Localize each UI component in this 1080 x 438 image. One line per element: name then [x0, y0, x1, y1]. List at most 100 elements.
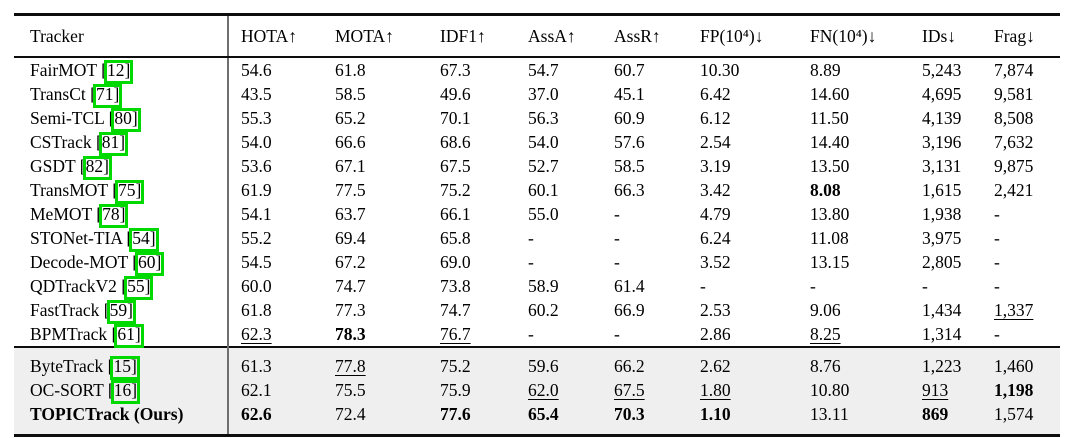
- citation-number: 75]: [118, 180, 142, 200]
- cell-fn: 11.50: [810, 108, 849, 128]
- table-row: BPMTrack [61] 62.3 78.3 76.7 - - 2.86 8.…: [14, 322, 1060, 348]
- tracker-name: QDTrackV2: [30, 276, 117, 296]
- cell-ids: 3,975: [922, 228, 962, 248]
- cell-ids: 1,615: [922, 180, 962, 200]
- cell-fp: 6.24: [700, 228, 731, 248]
- cell-frag: 1,574: [982, 402, 1060, 436]
- tracker-name: STONet-TIA: [30, 228, 123, 248]
- cell-ids: 4,139: [922, 108, 962, 128]
- cell-assa: 60.2: [528, 300, 559, 320]
- cell-mota: 65.2: [335, 108, 366, 128]
- cell-idf1: 77.6: [428, 402, 516, 436]
- cell-fn: 13.80: [810, 204, 850, 224]
- tracker-cell: ByteTrack [15]: [14, 346, 228, 380]
- cell-assa: 37.0: [528, 84, 559, 104]
- cell-assr: 60.7: [614, 60, 645, 80]
- cell-hota: 53.6: [227, 154, 323, 178]
- citation-number: 15]: [113, 356, 137, 376]
- cell-assr: 66.9: [614, 300, 645, 320]
- table-header: Tracker HOTA↑ MOTA↑ IDF1↑ AssA↑ AssR↑ FP…: [14, 14, 1060, 58]
- cell-assa: 54.0: [528, 132, 559, 152]
- citation-link[interactable]: [71]: [90, 84, 123, 108]
- tracker-cell: FairMOT [12]: [14, 57, 228, 84]
- cell-fn: 10.80: [798, 378, 910, 402]
- cell-ids: 3,131: [922, 156, 962, 176]
- cell-idf1: 65.8: [440, 228, 471, 248]
- cell-frag: -: [994, 324, 1000, 344]
- cell-assa: -: [528, 252, 534, 272]
- cell-assr: -: [614, 324, 620, 344]
- cell-assa: -: [528, 324, 534, 344]
- cell-fp: -: [700, 276, 706, 296]
- cell-fn: 8.25: [810, 324, 841, 344]
- table-row: FastTrack [59] 61.8 77.3 74.7 60.2 66.9 …: [14, 298, 1060, 324]
- citation-link[interactable]: [15]: [108, 356, 140, 380]
- citation-link[interactable]: [78]: [96, 204, 129, 228]
- results-table-container: Tracker HOTA↑ MOTA↑ IDF1↑ AssA↑ AssR↑ FP…: [14, 13, 1060, 437]
- cell-mota: 69.4: [335, 228, 366, 248]
- cell-frag: -: [994, 228, 1000, 248]
- tracker-cell: STONet-TIA [54]: [14, 226, 228, 252]
- citation-link[interactable]: [61]: [112, 324, 144, 348]
- cell-hota: 43.5: [227, 82, 323, 106]
- cell-frag: 1,198: [982, 378, 1060, 402]
- cell-frag: 8,508: [994, 108, 1034, 128]
- cell-idf1: 69.0: [440, 252, 471, 272]
- column-header-idf1: IDF1↑: [428, 14, 516, 58]
- tracker-cell: TransCt [71]: [14, 82, 228, 108]
- citation-link[interactable]: [82]: [80, 156, 112, 180]
- citation-link[interactable]: [54]: [126, 228, 159, 252]
- citation-number: 12]: [106, 60, 131, 80]
- cell-assa: 60.1: [528, 180, 559, 200]
- tracker-cell: QDTrackV2 [55]: [14, 274, 228, 300]
- citation-link[interactable]: [75]: [112, 180, 145, 204]
- citation-link[interactable]: [80]: [109, 108, 141, 132]
- citation-number: 78]: [102, 204, 126, 224]
- cell-mota: 61.8: [335, 60, 366, 80]
- tracker-name: TransMOT: [30, 180, 108, 200]
- tracker-name: FairMOT: [30, 60, 97, 80]
- cell-hota: 62.3: [227, 322, 323, 347]
- cell-fn: 8.08: [810, 180, 841, 200]
- cell-idf1: 70.1: [440, 108, 471, 128]
- tracker-name: FastTrack: [30, 300, 100, 320]
- citation-link[interactable]: [59]: [104, 300, 136, 324]
- cell-ids: 1,434: [922, 300, 962, 320]
- header-row: Tracker HOTA↑ MOTA↑ IDF1↑ AssA↑ AssR↑ FP…: [14, 14, 1060, 58]
- tracker-cell: GSDT [82]: [14, 154, 228, 180]
- citation-link[interactable]: [60]: [132, 252, 165, 276]
- cell-mota: 58.5: [335, 84, 366, 104]
- cell-hota: 54.6: [227, 57, 323, 82]
- column-header-tracker: Tracker: [14, 14, 228, 58]
- cell-fp: 1.80: [688, 378, 798, 402]
- cell-fn: 8.76: [798, 346, 910, 378]
- cell-assr: -: [614, 228, 620, 248]
- cell-hota: 62.1: [227, 378, 323, 402]
- tracker-cell: CSTrack [81]: [14, 130, 228, 156]
- citation-link[interactable]: [55]: [121, 276, 154, 300]
- cell-hota: 60.0: [227, 274, 323, 298]
- table-row: CSTrack [81] 54.0 66.6 68.6 54.0 57.6 2.…: [14, 130, 1060, 156]
- tracker-name: GSDT: [30, 156, 76, 176]
- citation-number: 54]: [132, 228, 156, 248]
- cell-ids: 1,938: [922, 204, 962, 224]
- cell-hota: 62.6: [227, 402, 323, 436]
- cell-frag: 7,874: [994, 60, 1034, 80]
- cell-assa: 56.3: [528, 108, 559, 128]
- citation-link[interactable]: [12]: [101, 60, 134, 84]
- cell-fp: 6.42: [700, 84, 731, 104]
- table-row: MeMOT [78] 54.1 63.7 66.1 55.0 - 4.79 13…: [14, 202, 1060, 228]
- cell-mota: 78.3: [335, 324, 366, 344]
- citation-link[interactable]: [81]: [96, 132, 129, 156]
- cell-hota: 55.3: [227, 106, 323, 130]
- cell-fn: 14.60: [810, 84, 850, 104]
- cell-hota: 61.8: [227, 298, 323, 322]
- citation-number: 16]: [113, 380, 138, 400]
- tracker-cell: Semi-TCL [80]: [14, 106, 228, 132]
- citation-number: 80]: [114, 108, 138, 128]
- table-row: TOPICTrack (Ours) 62.6 72.4 77.6 65.4 70…: [14, 402, 1060, 436]
- citation-link[interactable]: [16]: [108, 380, 141, 404]
- column-header-hota: HOTA↑: [227, 14, 323, 58]
- table-row: Decode-MOT [60] 54.5 67.2 69.0 - - 3.52 …: [14, 250, 1060, 276]
- cell-ids: 913: [910, 378, 982, 402]
